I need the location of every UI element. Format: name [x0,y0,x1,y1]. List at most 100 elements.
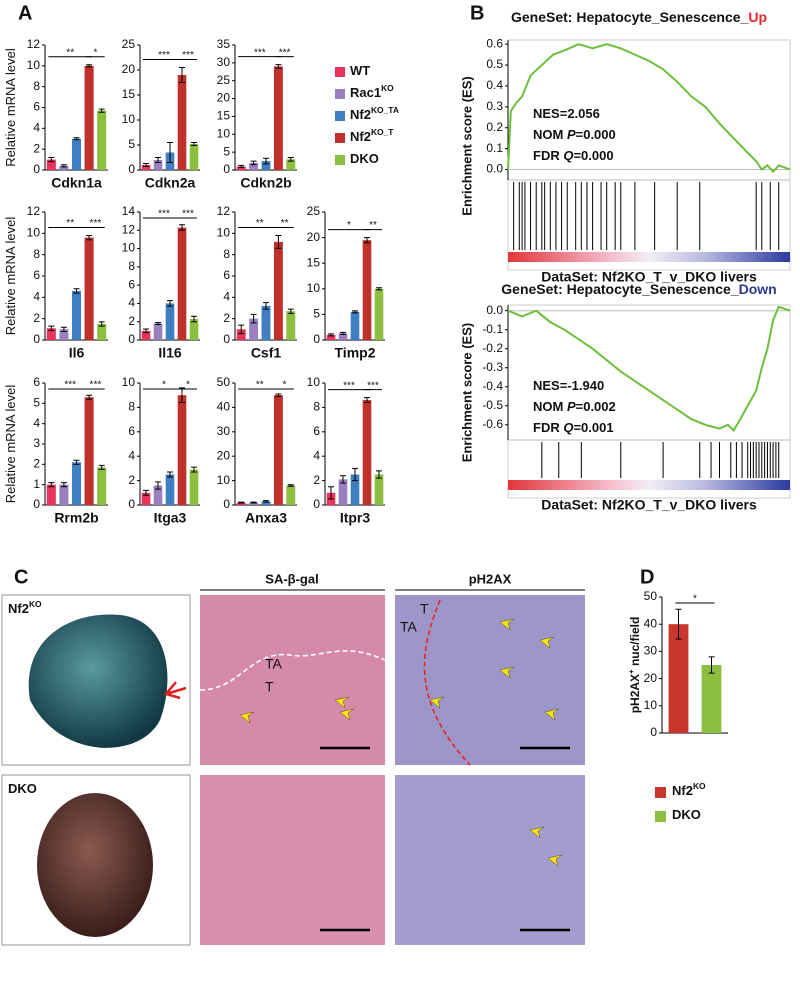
bar [261,501,271,505]
significance-label: ** [281,218,289,229]
bar [153,323,163,340]
y-axis-label: Relative mRNA level [3,385,18,504]
y-tick-label: 6 [128,277,135,291]
bar [273,241,283,340]
x-axis-label: DataSet: Nf2KO_T_v_DKO livers [541,497,757,513]
bar [46,328,56,340]
y-tick-label: 25 [217,73,231,87]
stat-part: P [567,399,576,414]
y-tick-label: 4 [313,448,320,462]
y-tick-label: 10 [644,698,658,712]
error-bar [98,464,105,470]
y-tick-label: 25 [307,204,321,218]
bar [362,240,372,340]
error-bar [238,501,245,504]
bar [350,474,360,505]
y-axis-label-part: + [627,669,636,674]
arrow [163,681,187,700]
bar [668,624,689,733]
bar [153,485,163,505]
error-bar [98,108,105,113]
y-axis-label-part: pH2AX [628,674,642,713]
chart-title-part: Up [748,9,767,25]
bar [286,485,296,505]
error-bar [287,308,294,314]
bar [189,469,199,505]
legend-label: Nf2KO_T [350,127,394,144]
y-tick-label: 10 [122,112,136,126]
y-tick-label: 4 [128,448,135,462]
error-bar [73,288,80,294]
legend-label-part: Nf2 [350,107,371,122]
chart-title: Cdkn2a [145,175,196,191]
y-tick-label: 0 [223,332,230,346]
y-tick-label: 0 [33,162,40,176]
significance-label: * [186,380,190,391]
column-header: SA-β-gal [265,571,318,586]
y-tick-label: 2 [33,141,40,155]
y-tick-label: 0 [223,497,230,511]
error-bar [48,157,55,163]
bar [273,395,283,505]
y-tick-label: 40 [217,400,231,414]
y-tick-label: 20 [217,448,231,462]
legend-label-part: KO_T [371,127,394,137]
y-tick-label: -0.5 [482,398,503,412]
bar [249,162,259,170]
legend-label: Nf2KO [672,781,706,798]
error-bar [263,157,269,165]
y-tick-label: 25 [122,37,136,51]
region-label: T [265,679,274,695]
y-tick-label: 8 [223,247,230,261]
row-label: Nf2KO [8,599,42,616]
y-tick-label: 0 [128,332,135,346]
significance-label: * [693,594,697,605]
stat-part: Q [563,148,573,163]
y-tick-label: 35 [217,37,231,51]
bar [374,474,384,505]
histology-image [395,775,585,945]
error-bar [86,64,93,68]
significance-label: *** [343,380,355,391]
y-tick-label: 0 [128,162,135,176]
y-tick-label: 6 [128,424,135,438]
error-bar [155,157,161,163]
stat-part: NOM [533,127,567,142]
bar [46,484,56,505]
y-axis-label: Enrichment score (ES) [459,323,474,462]
panel-letter: C [14,566,28,588]
error-bar [340,475,346,484]
stat: FDR Q=0.000 [533,148,614,163]
error-bar [179,67,185,83]
error-bar [167,142,173,163]
error-bar [708,656,715,674]
chart-title: Csf1 [251,345,282,361]
legend-swatch [655,787,666,798]
bar [362,400,372,505]
bar [261,305,271,340]
bar [261,161,271,170]
legend-swatch [335,67,345,77]
error-bar [263,302,269,310]
y-tick-label: 4 [33,121,40,135]
y-tick-label: 8 [128,259,135,273]
chart-title: Cdkn2b [240,175,291,191]
y-tick-label: 15 [217,109,231,123]
y-tick-label: 12 [217,204,231,218]
significance-label: *** [279,47,291,58]
bar [701,665,722,733]
chart-title: Anxa3 [245,510,287,526]
error-bar [250,160,257,166]
y-tick-label: 4 [223,290,230,304]
bar [141,492,151,505]
error-bar [60,482,67,488]
error-bar [376,287,382,291]
error-bar [191,315,197,323]
error-bar [86,234,93,241]
legend-label: DKO [350,151,379,166]
bar [71,462,82,505]
y-tick-label: 10 [307,375,321,389]
bar [326,334,336,340]
y-tick-label: 5 [128,137,135,151]
rank-bar [508,252,790,262]
